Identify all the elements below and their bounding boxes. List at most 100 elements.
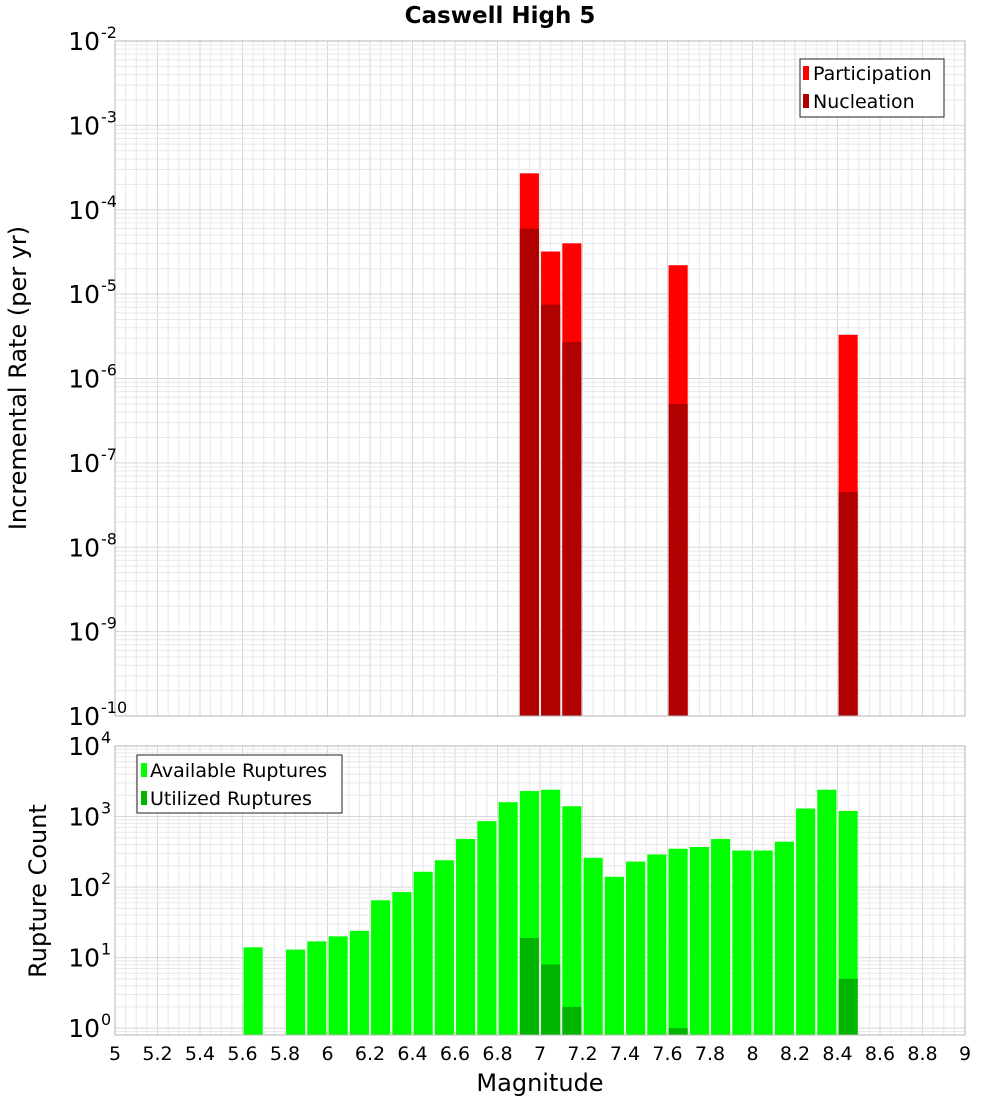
count-bar-0-1: [286, 949, 306, 1035]
rate-ytick-base-7: 10: [68, 111, 100, 140]
xtick-label-6: 6.2: [355, 1043, 385, 1065]
xtick-label-2: 5.4: [185, 1043, 215, 1065]
xtick-label-16: 8.2: [780, 1043, 810, 1065]
rate-ytick-base-6: 10: [68, 196, 100, 225]
x-axis-ticks: 5 5.2 5.4 5.6 5.8 6 6.2 6.4 6.6 6.8 7 7.2 7.4 7.6 7.8 8…: [109, 1043, 971, 1065]
count-bar-0-4: [349, 930, 369, 1035]
rate-ytick-base-5: 10: [68, 280, 100, 309]
count-plot-frame: [114, 745, 966, 1036]
legend-nucleation-label: Nucleation: [813, 91, 915, 113]
rate-legend: Participation Nucleation: [799, 58, 945, 118]
rate-bar-1-4: [838, 492, 858, 716]
xtick-label-14: 7.8: [695, 1043, 725, 1065]
xtick-label-1: 5.2: [142, 1043, 172, 1065]
rate-bar-1-1: [541, 304, 561, 716]
count-bar-0-21: [711, 839, 731, 1035]
count-ytick-base-0: 10: [68, 1014, 100, 1043]
count-bar-1-2: [562, 1006, 582, 1035]
count-bar-0-23: [753, 850, 773, 1035]
rate-ytick-exp-3: -7: [101, 445, 117, 464]
count-bar-0-19: [668, 848, 688, 1035]
xtick-label-9: 6.8: [482, 1043, 512, 1065]
count-bars: [243, 789, 858, 1035]
legend-available-swatch: [141, 763, 147, 777]
rate-ytick-base-2: 10: [68, 533, 100, 562]
count-ytick-base-3: 10: [68, 803, 100, 832]
count-ytick-exp-1: 1: [101, 940, 111, 959]
count-bar-0-26: [817, 789, 837, 1035]
count-bar-0-3: [328, 936, 348, 1035]
rate-bars: [519, 173, 858, 717]
legend-available-label: Available Ruptures: [150, 760, 327, 782]
legend-utilized-label: Utilized Ruptures: [150, 788, 312, 810]
legend-participation-label: Participation: [813, 63, 932, 85]
count-legend-box: [136, 754, 343, 814]
count-bar-0-24: [774, 841, 794, 1035]
rate-ytick-exp-5: -5: [101, 276, 117, 295]
xtick-label-19: 8.8: [907, 1043, 937, 1065]
xtick-label-0: 5: [109, 1043, 121, 1065]
legend-utilized-swatch: [141, 791, 147, 805]
rate-gridlines: [114, 40, 966, 717]
count-bar-0-5: [371, 900, 391, 1035]
legend-nucleation-swatch: [803, 94, 809, 108]
count-bar-1-1: [541, 964, 561, 1035]
xtick-label-13: 7.6: [652, 1043, 682, 1065]
count-bar-0-8: [434, 860, 454, 1035]
rate-ytick-exp-7: -3: [101, 107, 117, 126]
count-ytick-base-4: 10: [68, 732, 100, 761]
chart-title: Caswell High 5: [405, 3, 596, 29]
count-bar-0-22: [732, 850, 752, 1035]
xtick-label-3: 5.6: [227, 1043, 257, 1065]
xtick-label-8: 6.6: [440, 1043, 470, 1065]
rate-ytick-base-3: 10: [68, 449, 100, 478]
rate-ytick-exp-0: -10: [101, 698, 127, 717]
count-bar-1-4: [838, 978, 858, 1035]
count-y-axis-label: Rupture Count: [24, 804, 52, 978]
rate-ytick-base-4: 10: [68, 365, 100, 394]
xtick-label-15: 8: [746, 1043, 758, 1065]
count-ytick-exp-0: 0: [101, 1010, 111, 1029]
count-bar-0-17: [626, 861, 646, 1035]
count-bar-0-20: [689, 847, 709, 1035]
count-bar-0-25: [796, 808, 816, 1035]
rate-bar-1-3: [668, 403, 688, 716]
rate-y-axis-label: Incremental Rate (per yr): [4, 226, 32, 530]
count-bar-0-9: [456, 839, 476, 1035]
rate-ytick-exp-2: -8: [101, 529, 117, 548]
count-ytick-base-2: 10: [68, 873, 100, 902]
count-bar-1-0: [519, 937, 539, 1035]
count-legend: Available Ruptures Utilized Ruptures: [136, 754, 343, 814]
count-bar-0-6: [392, 892, 412, 1035]
rate-ytick-exp-6: -4: [101, 192, 117, 211]
count-bar-0-15: [583, 857, 603, 1035]
count-bar-0-10: [477, 821, 497, 1035]
count-ytick-exp-2: 2: [101, 869, 111, 888]
rate-ytick-exp-4: -6: [101, 361, 117, 380]
rate-bar-1-2: [562, 342, 582, 716]
rate-plot-frame: [114, 40, 966, 717]
xtick-label-12: 7.4: [610, 1043, 640, 1065]
count-bar-0-11: [498, 802, 518, 1035]
xtick-label-10: 7: [534, 1043, 546, 1065]
xtick-label-17: 8.4: [822, 1043, 852, 1065]
count-ytick-base-1: 10: [68, 944, 100, 973]
xtick-label-20: 9: [959, 1043, 971, 1065]
rate-bar-1-0: [519, 228, 539, 716]
x-axis-label: Magnitude: [476, 1069, 603, 1097]
xtick-label-7: 6.4: [397, 1043, 427, 1065]
count-bar-0-18: [647, 854, 667, 1035]
rate-legend-box: [799, 58, 945, 118]
count-bar-1-3: [668, 1028, 688, 1035]
count-ytick-exp-3: 3: [101, 799, 111, 818]
legend-participation-swatch: [803, 66, 809, 80]
rate-ytick-exp-8: -2: [101, 23, 117, 42]
count-bar-0-2: [307, 941, 327, 1035]
count-ytick-exp-4: 4: [101, 728, 111, 747]
count-bar-0-7: [413, 871, 433, 1035]
count-bar-0-0: [243, 947, 263, 1035]
